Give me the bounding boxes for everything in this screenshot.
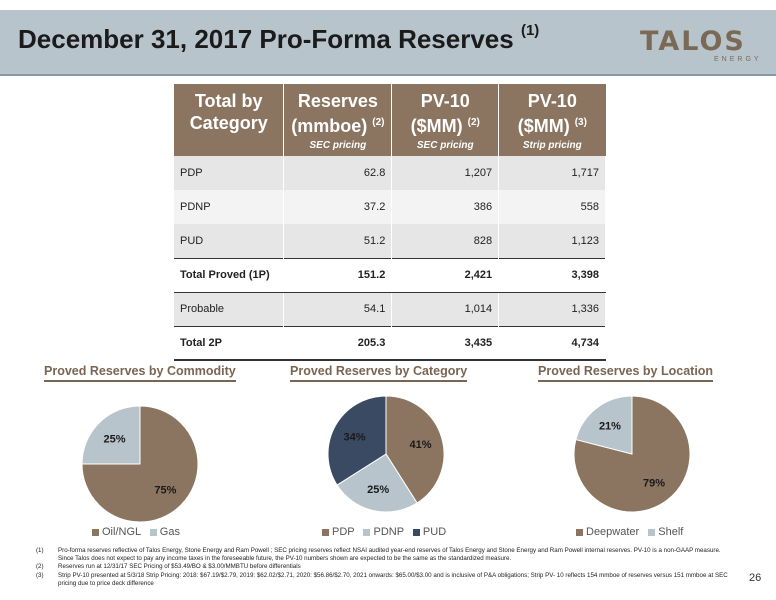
- legend-label: PDP: [332, 526, 355, 538]
- cell-pv10-strip: 1,123: [498, 224, 606, 258]
- pie-slice-shelf: [575, 395, 633, 455]
- cell-reserves: 37.2: [283, 190, 393, 224]
- cell-reserves: 205.3: [283, 325, 393, 361]
- cell-pv10-sec: 828: [391, 224, 500, 258]
- col-header-category: Total by Category: [174, 84, 285, 156]
- legend-swatch-pud: [412, 528, 420, 536]
- page-number: 26: [749, 572, 762, 584]
- pie-data-label: 75%: [154, 484, 176, 496]
- legend-label: PUD: [422, 526, 447, 538]
- legend-label: Gas: [159, 526, 180, 538]
- table-row: PUD 51.2 828 1,123: [174, 224, 606, 258]
- talos-logo: TALOS ENERGY: [640, 26, 766, 66]
- table-row-total-2p: Total 2P 205.3 3,435 4,734: [174, 325, 606, 361]
- logo-subtitle: ENERGY: [714, 56, 762, 63]
- legend-category: PDP PDNP PUD: [316, 526, 446, 538]
- pie-data-label: 21%: [599, 421, 621, 433]
- pie-title: Proved Reserves by Location: [538, 364, 714, 382]
- legend-label: Oil/NGL: [102, 526, 141, 538]
- legend-commodity: Oil/NGL Gas: [86, 526, 180, 538]
- legend-location: Deepwater Shelf: [570, 526, 683, 538]
- pie-data-label: 79%: [643, 477, 665, 489]
- header-divider: [0, 74, 776, 76]
- col-header-reserves: Reserves (mmboe) (2) SEC pricing: [283, 84, 393, 156]
- row-label: Total 2P: [174, 325, 285, 361]
- legend-swatch-oil: [92, 528, 99, 536]
- pie-location-svg: 79% 21%: [573, 395, 691, 513]
- cell-pv10-strip: 558: [498, 190, 606, 224]
- pie-commodity: Proved Reserves by Commodity 75% 25%: [44, 362, 254, 542]
- row-label: PDP: [174, 156, 285, 190]
- pie-slice-pdnp: [336, 453, 418, 513]
- pie-slice-oil-ngl: [81, 405, 199, 523]
- row-label: PUD: [174, 224, 285, 258]
- pie-slice-pud: [327, 395, 387, 486]
- cell-pv10-strip: 1,717: [498, 156, 606, 190]
- footnotes: (1) Pro-forma reserves reflective of Talo…: [36, 547, 736, 588]
- table-row: Probable 54.1 1,014 1,336: [174, 292, 606, 326]
- legend-swatch-deepwater: [576, 528, 583, 536]
- logo-wordmark: TALOS: [640, 26, 746, 57]
- pie-data-label: 34%: [343, 432, 365, 444]
- row-label: Total Proved (1P): [174, 257, 285, 293]
- legend-label: Shelf: [658, 526, 684, 538]
- footnote: (1) Pro-forma reserves reflective of Talo…: [36, 547, 721, 563]
- pie-data-label: 25%: [367, 484, 389, 496]
- pie-commodity-svg: 75% 25%: [81, 405, 199, 523]
- cell-pv10-strip: 3,398: [498, 257, 606, 293]
- footnote: (2) Reserves run at 12/31/17 SEC Pricing …: [36, 563, 301, 571]
- legend-label: PDNP: [373, 526, 404, 538]
- table-row: PDP 62.8 1,207 1,717: [174, 156, 606, 190]
- row-label: PDNP: [174, 190, 285, 224]
- cell-reserves: 54.1: [283, 292, 393, 326]
- col-header-pv10-strip: PV-10 ($MM) (3) Strip pricing: [498, 84, 606, 156]
- pie-category-svg: 41% 25% 34%: [327, 395, 445, 513]
- table-row: PDNP 37.2 386 558: [174, 190, 606, 224]
- cell-pv10-strip: 1,336: [498, 292, 606, 326]
- row-label: Probable: [174, 292, 285, 326]
- legend-swatch-pdnp: [363, 528, 371, 536]
- reserves-table: Total by Category Reserves (mmboe) (2) S…: [174, 84, 606, 361]
- legend-swatch-gas: [149, 528, 157, 536]
- cell-reserves: 51.2: [283, 224, 393, 258]
- cell-reserves: 151.2: [283, 257, 393, 293]
- cell-pv10-sec: 1,207: [391, 156, 500, 190]
- pie-slice-gas: [81, 405, 141, 465]
- top-bar: [0, 0, 776, 10]
- legend-swatch-pdp: [322, 528, 329, 536]
- footnote: (3) Strip PV-10 presented at 5/3/18 Strip…: [36, 571, 728, 587]
- legend-label: Deepwater: [586, 526, 640, 538]
- pie-location: Proved Reserves by Location 79% 21%: [538, 362, 748, 542]
- page-title: December 31, 2017 Pro-Forma Reserves (1): [18, 22, 540, 54]
- col-header-pv10-sec: PV-10 ($MM) (2) SEC pricing: [391, 84, 500, 156]
- pie-data-label: 41%: [410, 439, 432, 451]
- pie-category: Proved Reserves by Category 41% 25% 34%: [290, 362, 500, 542]
- cell-reserves: 62.8: [283, 156, 393, 190]
- table-row-total-proved: Total Proved (1P) 151.2 2,421 3,398: [174, 257, 606, 293]
- cell-pv10-strip: 4,734: [498, 325, 606, 361]
- pie-data-label: 25%: [104, 434, 126, 446]
- pie-title: Proved Reserves by Commodity: [44, 364, 236, 382]
- header-band: [0, 10, 776, 74]
- legend-swatch-shelf: [648, 528, 656, 536]
- title-footnote-ref: (1): [520, 22, 540, 39]
- table-header-row: Total by Category Reserves (mmboe) (2) S…: [174, 84, 606, 156]
- cell-pv10-sec: 2,421: [391, 257, 500, 293]
- cell-pv10-sec: 1,014: [391, 292, 500, 326]
- cell-pv10-sec: 3,435: [391, 325, 500, 361]
- cell-pv10-sec: 386: [391, 190, 500, 224]
- pie-title: Proved Reserves by Category: [290, 364, 468, 382]
